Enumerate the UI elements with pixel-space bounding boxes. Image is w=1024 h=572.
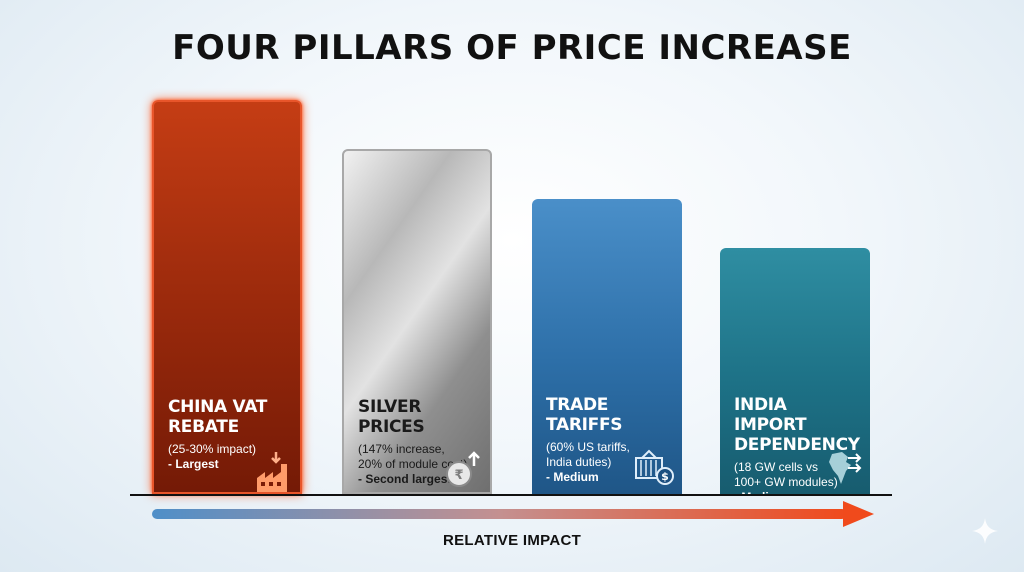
bar-india-import-dependency: INDIA IMPORT DEPENDENCY (18 GW cells vs 100… [720,247,870,494]
bar-impact-tag: - Second largest [358,472,452,486]
bar-category-label: SILVER [358,397,422,417]
x-axis-baseline [130,494,892,496]
bar-label-group: CHINA VAT REBATE (25-30% impact) - Largest [168,397,290,472]
bar-label-group: TRADE TARIFFS (60% US tariffs, India duties… [546,395,672,485]
bar-detail-text: 100+ GW modules) [734,475,838,489]
chart-title: FOUR PILLARS OF PRICE INCREASE [172,28,852,68]
bar-detail-text: (60% US tariffs, [546,440,630,454]
india-map-icon [824,448,864,493]
bar-trade-tariffs: TRADE TARIFFS (60% US tariffs, India duties… [532,198,682,494]
bar-category-label: DEPENDENCY [734,435,860,455]
bar-silver-prices: SILVER PRICES (147% increase, 20% of module… [342,149,492,494]
bar-detail-text: India duties) [546,455,612,469]
bar-detail-text: (147% increase, [358,442,445,456]
bar-category-label: TARIFFS [546,415,623,435]
bar-category-label: INDIA IMPORT [734,395,807,435]
bar-detail-text: 20% of module cost) [358,457,468,471]
factory-icon [254,450,294,492]
bar-category-label: TRADE [546,395,609,415]
coin-up-icon: ₹ [444,450,484,492]
svg-text:$: $ [661,470,669,483]
container-dollar-icon: $ [634,448,676,493]
bar-detail-text: (18 GW cells vs [734,460,819,474]
bar-category-label: CHINA VAT [168,397,268,417]
sparkle-icon [972,518,998,544]
bar-impact-tag: - Largest [168,457,219,471]
svg-text:₹: ₹ [454,468,463,483]
x-axis-label: RELATIVE IMPACT [442,532,582,549]
bar-category-label: REBATE [168,417,239,437]
bar-label-group: SILVER PRICES (147% increase, 20% of module… [358,397,480,487]
bar-china-vat-rebate: CHINA VAT REBATE (25-30% impact) - Largest [152,100,302,494]
bar-detail-text: (25-30% impact) [168,442,257,456]
bar-impact-tag: - Medium [546,470,599,484]
bar-category-label: PRICES [358,417,425,437]
bar-impact-tag: - Medium [734,490,860,494]
bar-label-group: INDIA IMPORT DEPENDENCY (18 GW cells vs 100… [734,395,860,494]
